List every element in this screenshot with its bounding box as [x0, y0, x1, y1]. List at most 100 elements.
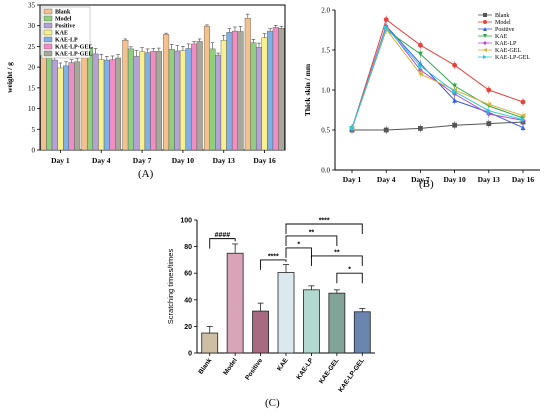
legend-label: KAE-GEL [495, 48, 521, 54]
bar [57, 67, 64, 151]
panel-c-label: (C) [265, 397, 280, 409]
x-tick-label: Positive [244, 357, 264, 382]
bar [261, 37, 268, 151]
x-tick-label: KAE-GEL [318, 357, 341, 385]
significance-label: **** [268, 253, 279, 260]
bar [196, 41, 203, 151]
y-tick-label: 40 [184, 297, 192, 304]
legend-marker [483, 34, 487, 38]
bar [226, 32, 233, 151]
data-point [520, 117, 526, 122]
data-point [418, 51, 423, 57]
bar [303, 289, 320, 354]
x-tick-label: KAE-LP-GEL [337, 357, 366, 394]
bar [139, 51, 146, 151]
bar [272, 27, 279, 151]
bar [277, 272, 295, 354]
data-point [452, 62, 457, 68]
y-tick-label: 35 [28, 2, 36, 10]
legend-label: Positive [495, 27, 515, 33]
bar [51, 59, 58, 151]
significance-label: * [297, 241, 300, 248]
data-point [486, 121, 492, 126]
bar [191, 43, 198, 151]
significance-bracket [285, 235, 338, 246]
x-tick-label: Day 4 [92, 156, 111, 165]
bar [144, 52, 151, 151]
y-tick-label: 20 [28, 64, 36, 72]
series-line [352, 121, 524, 131]
bar [278, 28, 285, 151]
panel-a-weight-chart: 0 5 10 15 20 25 30 35 weight / g Day 1 Day 4 Day 7 D… [5, 2, 286, 165]
y-tick-label: 100 [180, 218, 192, 225]
y-tick-label: 0.0 [321, 167, 330, 175]
bar [122, 40, 129, 151]
significance-bracket [285, 247, 312, 258]
significance-label: ** [334, 249, 340, 256]
x-tick-label: Blank [197, 357, 213, 376]
x-tick-label: Day 13 [478, 175, 501, 184]
significance-bracket [260, 259, 287, 270]
y-tick-label: 15 [28, 84, 36, 92]
bar [68, 62, 75, 151]
y-tick-label: 25 [28, 43, 36, 51]
bar [155, 51, 162, 151]
data-point [486, 87, 492, 93]
legend-marker [483, 20, 487, 24]
significance-bracket [336, 272, 363, 284]
legend-label: KAE-LP-GEL [55, 45, 92, 51]
x-tick-label: KAE [276, 357, 290, 373]
y-tick-label: 1.5 [321, 47, 330, 55]
legend-label: Blank [495, 13, 509, 19]
bar [81, 45, 88, 151]
legend-swatch [43, 22, 53, 29]
bar [250, 42, 257, 151]
legend-box [41, 6, 91, 59]
bar [237, 31, 244, 151]
bar [252, 310, 269, 354]
x-tick-label: Day 7 [411, 175, 430, 184]
data-point [383, 17, 389, 22]
y-tick-label: 80 [184, 244, 192, 251]
legend-label: Blank [55, 10, 71, 16]
legend-label: KAE-LP [495, 41, 517, 47]
data-point [452, 122, 457, 128]
legend-swatch [43, 8, 53, 15]
y-tick-label: 0.5 [321, 127, 330, 135]
bar [353, 311, 371, 354]
data-point [418, 126, 423, 131]
legend-swatch [43, 15, 53, 22]
legend-marker [483, 27, 487, 31]
bar [46, 52, 53, 151]
data-point [383, 25, 389, 30]
x-tick-label: Day 10 [172, 156, 195, 165]
y-tick-label: 2.0 [321, 7, 330, 15]
x-tick-label: KAE-LP [295, 357, 315, 381]
y-tick-label: 0 [188, 351, 192, 358]
data-point [418, 42, 423, 48]
significance-label: ** [309, 229, 315, 236]
x-tick-label: Day 1 [51, 156, 70, 165]
bar [267, 30, 274, 151]
legend-marker [483, 55, 487, 59]
significance-bracket [310, 255, 363, 266]
legend-marker [483, 13, 487, 17]
series-line [351, 26, 524, 129]
y-tick-label: 5 [32, 126, 36, 134]
bar [185, 48, 192, 151]
legend-label: Model [495, 20, 511, 26]
x-tick-label: Model [222, 357, 239, 377]
bar [103, 59, 110, 151]
bar [255, 47, 262, 151]
bar [74, 61, 81, 151]
bar [328, 292, 346, 354]
legend-label: KAE-LP-GEL [55, 52, 92, 58]
bar [226, 252, 244, 354]
legend-swatch [43, 36, 53, 43]
significance-label: * [348, 267, 351, 274]
data-point [452, 98, 457, 103]
bar [163, 34, 170, 151]
bar [215, 54, 222, 151]
bar [40, 55, 47, 151]
data-point [349, 126, 355, 131]
